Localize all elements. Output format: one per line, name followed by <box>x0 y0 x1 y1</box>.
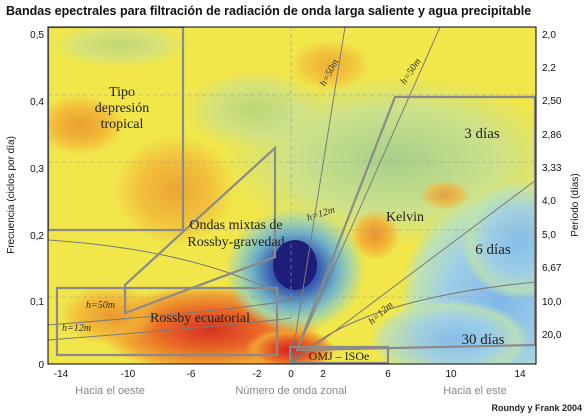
x-west-label: Hacia el oeste <box>75 385 145 397</box>
label-mjo: OMJ – ISOe <box>309 349 370 363</box>
y-left-axis: 0,5 0,4 0,3 0,2 0,1 0 Frecuencia (ciclos… <box>6 30 44 371</box>
label-rossby: Rossby ecuatorial <box>150 311 250 326</box>
label-30-days: 30 días <box>462 332 505 348</box>
label-6-days: 6 días <box>475 242 511 258</box>
y-right-axis: 2,0 2,2 2,50 2,86 3,33 4,0 5,0 6,67 10,0… <box>542 30 581 341</box>
y-right-tick: 3,33 <box>542 163 562 174</box>
y-left-tick: 0,2 <box>30 231 44 242</box>
y-left-tick: 0,3 <box>30 164 44 175</box>
y-left-tick: 0 <box>38 360 44 371</box>
y-right-tick: 2,0 <box>542 30 556 41</box>
x-tick: 2 <box>320 369 326 380</box>
x-tick: 6 <box>385 369 391 380</box>
y-right-tick: 20,0 <box>542 330 562 341</box>
label-h50-rossby: h=50m <box>86 300 115 311</box>
y-right-tick: 2,2 <box>542 63 556 74</box>
y-right-tick: 4,0 <box>542 196 556 207</box>
contour-field <box>48 27 536 364</box>
grid-lines <box>48 27 536 364</box>
y-left-tick: 0,1 <box>30 297 44 308</box>
x-tick: -6 <box>187 369 196 380</box>
x-tick: 14 <box>514 369 526 380</box>
x-tick: 10 <box>445 369 457 380</box>
y-right-tick: 2,50 <box>542 96 562 107</box>
label-td-line3: tropical <box>101 117 144 132</box>
y-right-tick: 2,86 <box>542 130 562 141</box>
region-labels: Tipo depresión tropical Ondas mixtas de … <box>95 85 511 363</box>
x-tick: -14 <box>54 369 69 380</box>
y-right-label: Período (días) <box>570 173 581 236</box>
x-east-label: Hacia el este <box>443 385 507 397</box>
band-outlines <box>48 27 536 364</box>
y-right-tick: 5,0 <box>542 230 556 241</box>
x-axis: -14 -10 -6 -2 0 2 6 10 14 Hacia el oeste… <box>54 369 526 397</box>
label-mrg-line1: Ondas mixtas de <box>189 218 282 233</box>
label-kelvin: Kelvin <box>386 210 424 225</box>
y-right-tick: 6,67 <box>542 263 562 274</box>
x-tick: 0 <box>288 369 294 380</box>
y-right-tick: 10,0 <box>542 297 562 308</box>
label-td-line2: depresión <box>95 101 149 116</box>
y-left-tick: 0,5 <box>30 30 44 41</box>
y-left-tick: 0,4 <box>30 97 44 108</box>
x-axis-label: Número de onda zonal <box>235 385 346 397</box>
x-tick: -10 <box>121 369 136 380</box>
label-3-days: 3 días <box>464 126 500 142</box>
y-left-label: Frecuencia (ciclos por día) <box>6 136 17 254</box>
label-mrg-line2: Rossby-gravedad <box>187 235 284 250</box>
figure-title: Bandas epectrales para filtración de rad… <box>6 4 532 18</box>
x-tick: -2 <box>253 369 262 380</box>
label-h12-rossby: h=12m <box>62 323 91 334</box>
label-td-line1: Tipo <box>109 85 135 100</box>
plot-frame <box>47 26 537 365</box>
credit-text: Roundy y Frank 2004 <box>491 403 582 413</box>
